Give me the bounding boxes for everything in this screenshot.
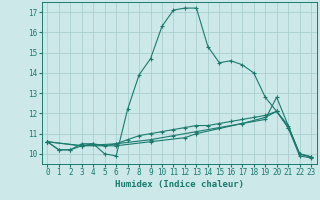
X-axis label: Humidex (Indice chaleur): Humidex (Indice chaleur): [115, 180, 244, 189]
